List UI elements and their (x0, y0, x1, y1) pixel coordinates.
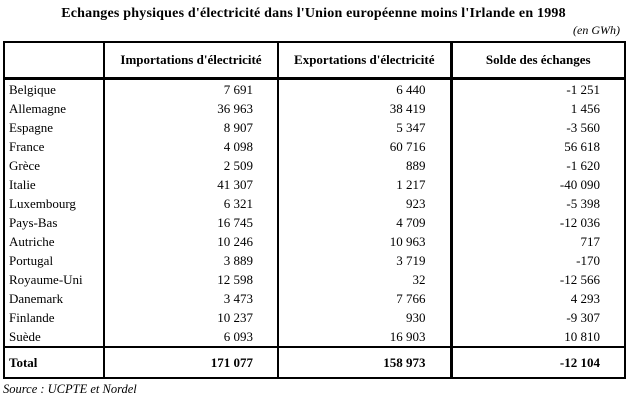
exports-cell: 32 (277, 270, 451, 289)
solde-cell: -12 566 (449, 270, 625, 289)
country-cell: Belgique (9, 82, 56, 97)
header-row: Importations d'électricité Exportations … (4, 42, 625, 80)
solde-cell: -12 036 (449, 213, 625, 232)
table-row: Danemark 3 473 7 766 4 293 (4, 289, 625, 308)
country-cell: Pays-Bas (9, 215, 58, 230)
total-imports-value: 171 077 (103, 347, 278, 378)
header-solde: Solde des échanges (449, 42, 625, 80)
imports-cell: 41 307 (103, 175, 278, 194)
exports-cell: 889 (277, 156, 451, 175)
imports-cell: 6 321 (103, 194, 278, 213)
country-cell: Autriche (9, 234, 55, 249)
total-label: Total (9, 355, 38, 370)
imports-cell: 12 598 (103, 270, 278, 289)
solde-cell: -5 398 (449, 194, 625, 213)
exports-cell: 1 217 (277, 175, 451, 194)
imports-cell: 16 745 (103, 213, 278, 232)
exports-cell: 6 440 (277, 78, 451, 99)
unit-note: (en GWh) (573, 23, 620, 37)
total-exports-value: 158 973 (277, 347, 451, 378)
header-imports: Importations d'électricité (103, 42, 278, 80)
solde-cell: -1 620 (449, 156, 625, 175)
exports-cell: 10 963 (277, 232, 451, 251)
imports-cell: 3 473 (103, 289, 278, 308)
country-cell: Allemagne (9, 101, 67, 116)
table-row: Pays-Bas 16 745 4 709 -12 036 (4, 213, 625, 232)
header-exports: Exportations d'électricité (277, 42, 451, 80)
exports-cell: 930 (277, 308, 451, 327)
imports-cell: 36 963 (103, 99, 278, 118)
exports-cell: 5 347 (277, 118, 451, 137)
country-cell: Italie (9, 177, 36, 192)
solde-cell: -1 251 (449, 78, 625, 99)
imports-cell: 3 889 (103, 251, 278, 270)
table-row: Espagne 8 907 5 347 -3 560 (4, 118, 625, 137)
exports-cell: 38 419 (277, 99, 451, 118)
solde-cell: -9 307 (449, 308, 625, 327)
solde-cell: 56 618 (449, 137, 625, 156)
table-row: Grèce 2 509 889 -1 620 (4, 156, 625, 175)
table-row: Italie 41 307 1 217 -40 090 (4, 175, 625, 194)
imports-cell: 8 907 (103, 118, 278, 137)
country-cell: Royaume-Uni (9, 272, 83, 287)
country-cell: Suède (9, 329, 41, 344)
table-row: Portugal 3 889 3 719 -170 (4, 251, 625, 270)
country-cell: Finlande (9, 310, 55, 325)
country-cell: France (9, 139, 45, 154)
imports-cell: 10 246 (103, 232, 278, 251)
source-note: Source : UCPTE et Nordel (3, 382, 137, 396)
exports-cell: 4 709 (277, 213, 451, 232)
table-row: Finlande 10 237 930 -9 307 (4, 308, 625, 327)
table-row: Belgique 7 691 6 440 -1 251 (4, 78, 625, 99)
country-cell: Espagne (9, 120, 54, 135)
table-row: Autriche 10 246 10 963 717 (4, 232, 625, 251)
imports-cell: 7 691 (103, 78, 278, 99)
exports-cell: 923 (277, 194, 451, 213)
solde-cell: 717 (449, 232, 625, 251)
table-row: Allemagne 36 963 38 419 1 456 (4, 99, 625, 118)
table-row: Suède 6 093 16 903 10 810 (4, 327, 625, 347)
country-cell: Portugal (9, 253, 54, 268)
solde-cell: 4 293 (449, 289, 625, 308)
imports-cell: 2 509 (103, 156, 278, 175)
exports-cell: 3 719 (277, 251, 451, 270)
total-row: Total 171 077 158 973 -12 104 (4, 347, 625, 378)
solde-cell: -170 (449, 251, 625, 270)
solde-cell: -40 090 (449, 175, 625, 194)
country-cell: Luxembourg (9, 196, 76, 211)
country-cell: Grèce (9, 158, 41, 173)
table-body: Belgique 7 691 6 440 -1 251 Allemagne 36… (4, 78, 625, 347)
table-row: France 4 098 60 716 56 618 (4, 137, 625, 156)
imports-cell: 4 098 (103, 137, 278, 156)
country-cell: Danemark (9, 291, 64, 306)
header-country (4, 42, 104, 80)
exports-cell: 16 903 (277, 327, 451, 347)
table-row: Royaume-Uni 12 598 32 -12 566 (4, 270, 625, 289)
electricity-exchanges-table: Importations d'électricité Exportations … (3, 41, 626, 379)
table-row: Luxembourg 6 321 923 -5 398 (4, 194, 625, 213)
solde-cell: 10 810 (449, 327, 625, 347)
page-title: Echanges physiques d'électricité dans l'… (61, 6, 566, 21)
imports-cell: 6 093 (103, 327, 278, 347)
solde-cell: 1 456 (449, 99, 625, 118)
imports-cell: 10 237 (103, 308, 278, 327)
solde-cell: -3 560 (449, 118, 625, 137)
exports-cell: 60 716 (277, 137, 451, 156)
exports-cell: 7 766 (277, 289, 451, 308)
total-solde-value: -12 104 (449, 347, 625, 378)
